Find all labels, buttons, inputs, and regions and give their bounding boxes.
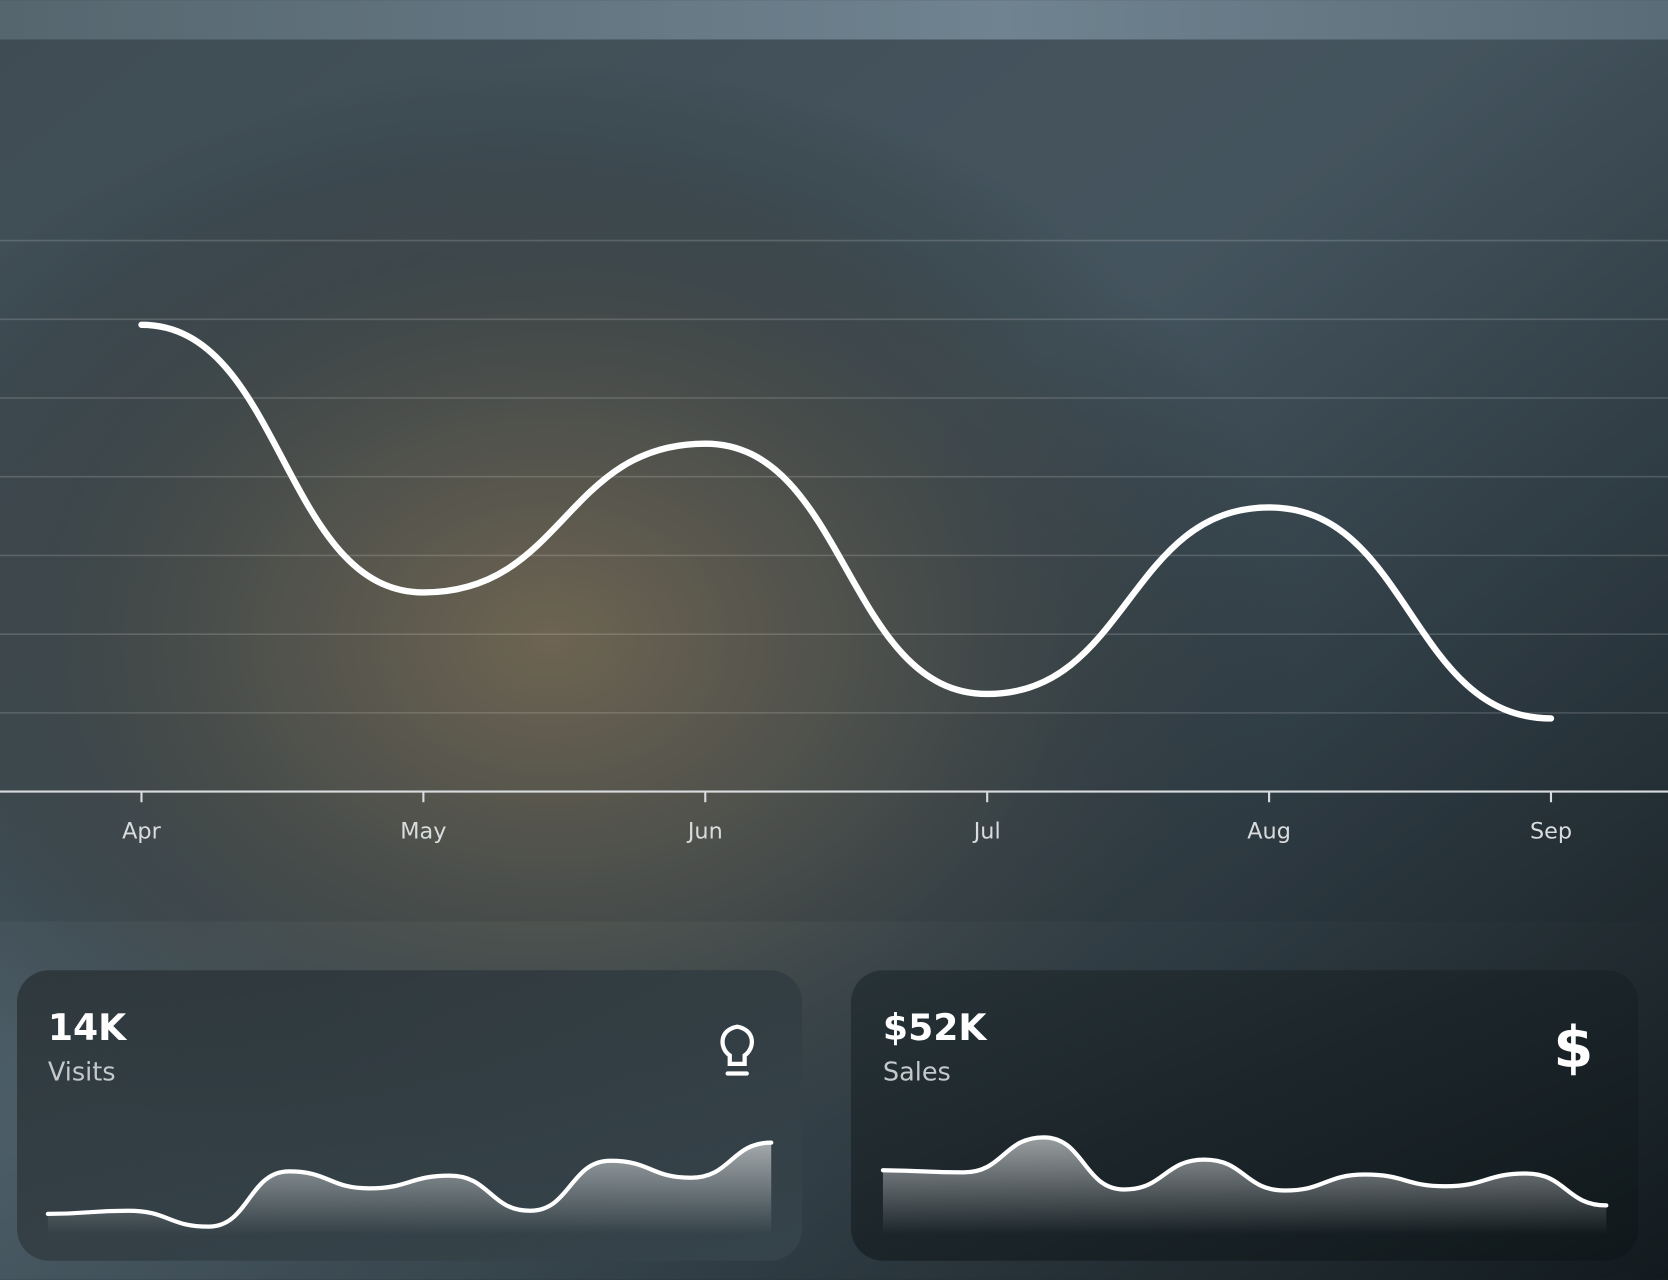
- top-bar: [0, 0, 1668, 40]
- main-chart: Apr May Jun Jul Aug Sep: [0, 239, 1668, 845]
- x-tick-label: Sep: [1530, 819, 1572, 845]
- x-tick-label: Jun: [686, 819, 723, 845]
- x-tick-label: May: [400, 819, 446, 845]
- sparkline: [880, 1135, 1609, 1208]
- x-tick-label: Aug: [1247, 819, 1291, 845]
- line: [138, 321, 1555, 722]
- dollar-icon: $: [1553, 1014, 1593, 1081]
- kpi-label: Sales: [883, 1057, 951, 1087]
- kpi-value: 14K: [48, 1006, 128, 1049]
- bulb-icon: [720, 1024, 754, 1076]
- kpi-label: Visits: [48, 1057, 116, 1087]
- area: [47, 1142, 772, 1235]
- area: [882, 1137, 1607, 1235]
- sparkline: [45, 1140, 774, 1229]
- x-tick-label: Jul: [972, 819, 1001, 845]
- x-tick-label: Apr: [122, 819, 161, 845]
- kpi-value: $52K: [883, 1006, 988, 1049]
- cards: 14K Visits $52K Sales: [45, 1006, 1609, 1235]
- chart-panel: [0, 39, 1668, 922]
